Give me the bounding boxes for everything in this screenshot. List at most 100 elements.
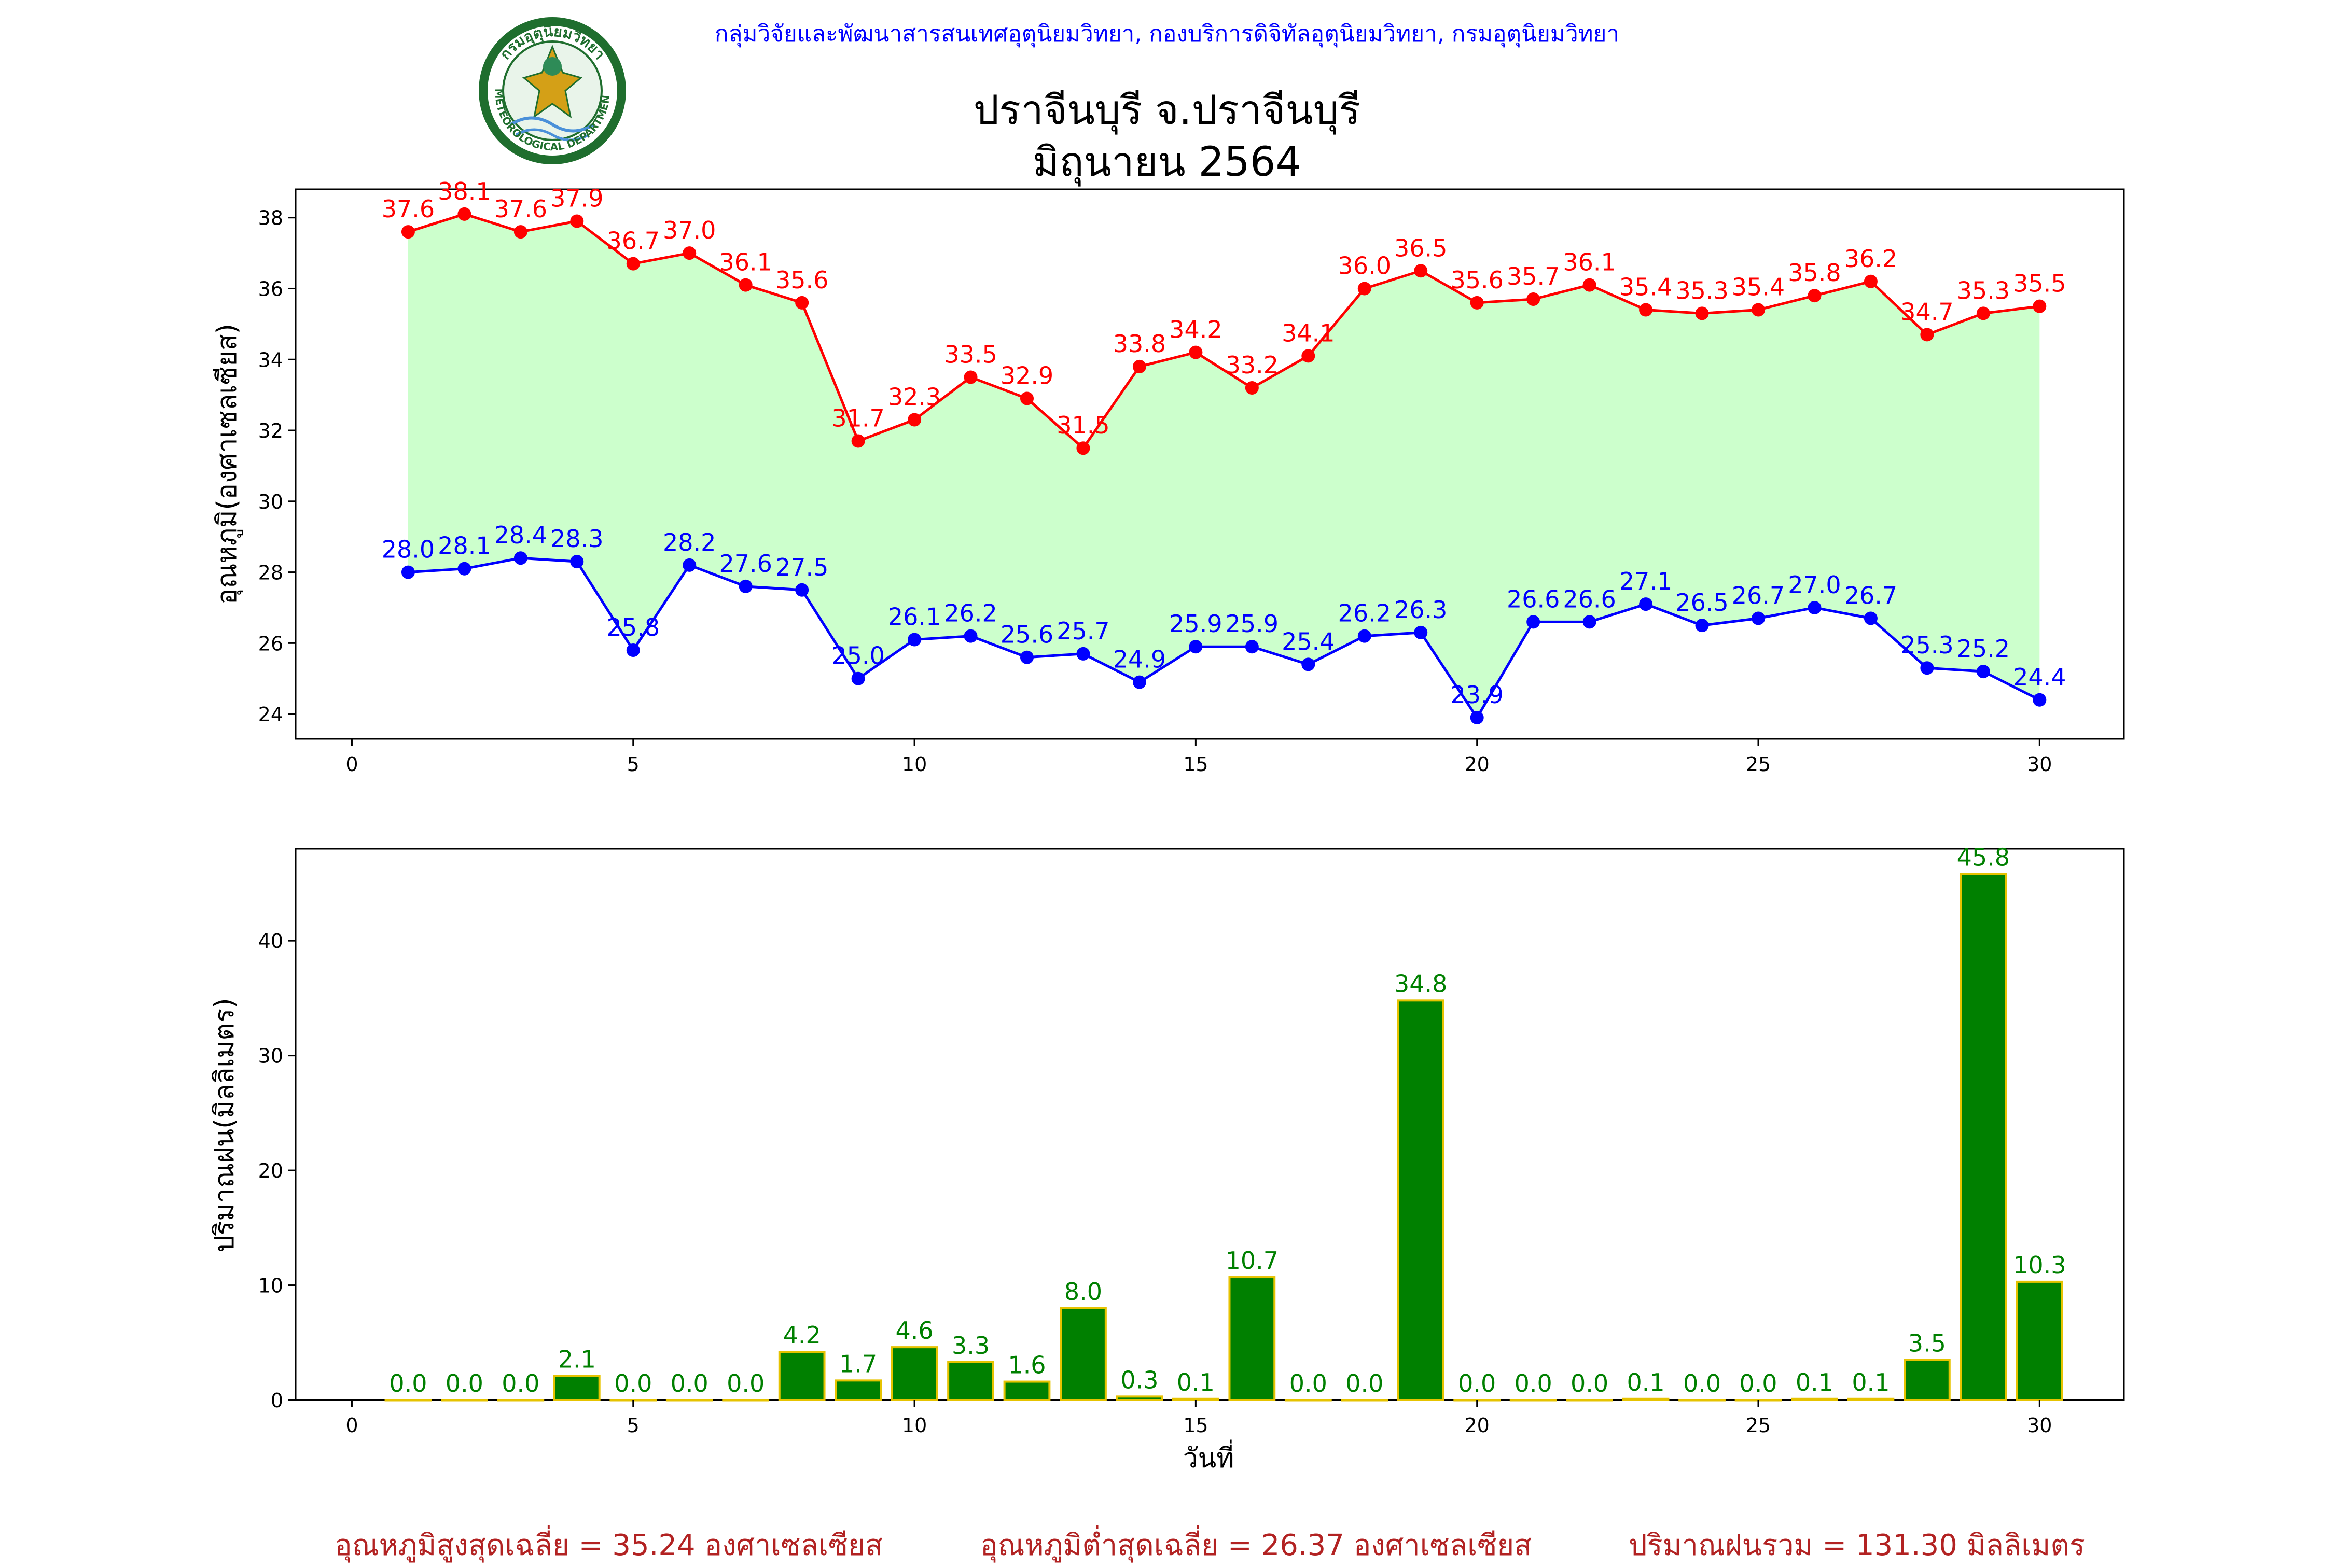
max-temperature-point — [1357, 282, 1371, 296]
max-temperature-label: 31.7 — [831, 404, 884, 432]
min-temperature-label: 25.3 — [1900, 631, 1953, 659]
rainfall-value-label: 0.0 — [1683, 1369, 1721, 1397]
rainfall-bar — [1566, 1399, 1613, 1402]
rainfall-bar — [441, 1399, 488, 1402]
max-temperature-label: 35.7 — [1507, 262, 1560, 290]
min-temperature-label: 26.5 — [1675, 589, 1728, 617]
rainfall-value-label: 4.2 — [783, 1321, 821, 1349]
max-temperature-point — [1864, 274, 1878, 288]
rainfall-bar — [1341, 1399, 1388, 1402]
min-temperature-point — [1245, 640, 1259, 654]
rainfall-x-tick-label: 25 — [1746, 1414, 1771, 1437]
rainfall-bar — [1228, 1276, 1276, 1401]
temperature-range-area — [408, 214, 2040, 718]
min-temperature-label: 26.2 — [1338, 599, 1391, 627]
rainfall-value-label: 1.7 — [839, 1350, 877, 1378]
min-temperature-label: 26.6 — [1507, 585, 1560, 613]
min-temperature-point — [1076, 647, 1090, 661]
rainfall-value-label: 1.6 — [1008, 1351, 1046, 1379]
min-temperature-label: 27.5 — [775, 553, 828, 581]
temperature-chart: 37.638.137.6 37.936.7 37.036.135.631.732.3… — [212, 177, 2125, 776]
max-temperature-label: 36.1 — [719, 248, 772, 276]
max-temperature-point — [1808, 289, 1822, 303]
rainfall-value-label: 0.0 — [1458, 1369, 1496, 1397]
max-temperature-label: 32.9 — [1001, 361, 1053, 389]
rainfall-bar — [778, 1350, 826, 1402]
max-temperature-label: 36.1 — [1563, 248, 1616, 276]
min-temperature-point — [2033, 693, 2047, 707]
max-temperature-label: 36.5 — [1394, 234, 1447, 262]
max-temperature-point — [1245, 381, 1259, 395]
temperature-y-axis-label: อุณหภูมิ(องศาเซลเซียส) — [212, 324, 243, 605]
rainfall-bar — [1116, 1395, 1163, 1401]
rainfall-bar — [553, 1375, 601, 1401]
max-temperature-point — [1920, 328, 1934, 342]
min-temperature-label: 26.3 — [1394, 596, 1447, 624]
max-temperature-point — [1752, 303, 1765, 317]
max-temperature-point — [1639, 303, 1653, 317]
chart-title-period: มิถุนายน 2564 — [1032, 139, 1302, 186]
rainfall-bar — [1003, 1380, 1051, 1401]
max-temperature-point — [513, 225, 527, 239]
max-temperature-point — [851, 434, 865, 448]
max-temperature-point — [570, 214, 584, 228]
min-temperature-point — [457, 562, 471, 576]
min-temperature-point — [1864, 611, 1878, 625]
max-temperature-label: 37.0 — [663, 216, 716, 244]
temperature-y-tick-label: 34 — [258, 348, 283, 371]
max-temperature-label: 34.7 — [1900, 298, 1953, 326]
max-temperature-label: 35.4 — [1732, 273, 1785, 301]
min-temperature-point — [570, 555, 584, 569]
min-temperature-label: 26.6 — [1563, 585, 1616, 613]
max-temperature-point — [1470, 296, 1484, 310]
rainfall-bar — [835, 1379, 882, 1401]
rainfall-value-label: 0.0 — [727, 1369, 765, 1397]
min-temperature-point — [626, 643, 640, 657]
max-temperature-label: 35.3 — [1675, 276, 1728, 304]
min-temperature-label: 27.6 — [719, 550, 772, 578]
max-temperature-point — [964, 370, 978, 384]
rainfall-chart: 0.0 0.0 0.0 2.1 0.0 0.0 0.0 4.2 1.7 4.6 3.3 1.6 8.0 0… — [209, 844, 2125, 1474]
min-temperature-point — [1132, 675, 1146, 689]
rainfall-value-label: 0.0 — [1739, 1369, 1777, 1397]
max-temperature-label: 35.6 — [1450, 266, 1503, 294]
rainfall-x-tick-label: 20 — [1465, 1414, 1490, 1437]
rainfall-bar — [1060, 1307, 1107, 1401]
rainfall-value-label: 3.5 — [1908, 1329, 1946, 1357]
max-temperature-label: 33.8 — [1113, 330, 1166, 358]
rainfall-value-label: 0.3 — [1120, 1366, 1158, 1394]
min-temperature-label: 28.3 — [550, 525, 603, 553]
max-temperature-point — [739, 278, 753, 292]
rainfall-bar — [1904, 1359, 1951, 1401]
summary-max-average: อุณหภูมิสูงสุดเฉลี่ย = 35.24 องศาเซลเซีย… — [335, 1529, 883, 1562]
min-temperature-line — [408, 556, 2040, 720]
temperature-x-tick-label: 30 — [2027, 753, 2052, 776]
rainfall-value-label: 4.6 — [895, 1317, 933, 1345]
min-temperature-point — [1695, 619, 1709, 633]
rainfall-bar — [1172, 1397, 1219, 1401]
rainfall-value-label: 0.0 — [1571, 1369, 1608, 1397]
max-temperature-label: 38.1 — [438, 177, 491, 205]
min-temperature-point — [1920, 661, 1934, 675]
max-temperature-point — [1582, 278, 1596, 292]
rainfall-bar — [1284, 1399, 1332, 1402]
rainfall-value-label: 0.0 — [671, 1369, 708, 1397]
max-temperature-point — [908, 413, 922, 427]
temperature-plot-frame — [295, 188, 2125, 740]
rainfall-y-tick-label: 20 — [258, 1159, 283, 1182]
max-temperature-point — [1076, 441, 1090, 455]
min-temperature-label: 23.9 — [1450, 681, 1503, 709]
min-temperature-point — [1526, 615, 1540, 629]
max-temperature-label: 33.5 — [944, 340, 997, 368]
max-temperature-label: 31.5 — [1057, 411, 1109, 439]
min-temperature-label: 25.4 — [1282, 627, 1335, 655]
rainfall-value-label: 45.8 — [1957, 844, 2010, 872]
max-temperature-point — [1526, 292, 1540, 306]
rainfall-bar — [384, 1399, 432, 1402]
temperature-range-fill — [408, 214, 2040, 718]
temperature-x-tick-label: 10 — [902, 753, 927, 776]
min-temperature-label: 27.0 — [1788, 571, 1841, 599]
rainfall-x-tick-label: 30 — [2027, 1414, 2052, 1437]
min-temperature-label: 25.9 — [1169, 610, 1222, 638]
max-temperature-point — [1132, 359, 1146, 373]
